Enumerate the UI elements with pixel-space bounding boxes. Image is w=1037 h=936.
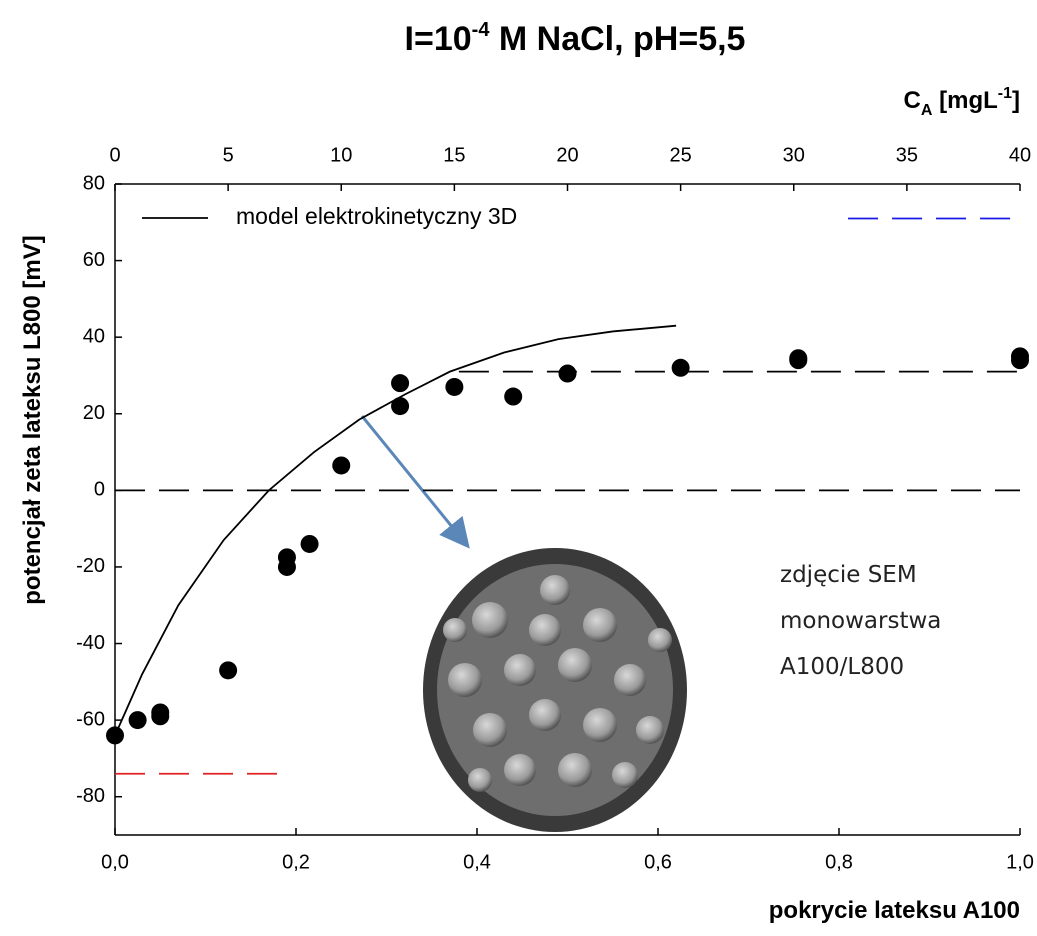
x-axis-title: pokrycie lateksu A100 [769,897,1020,924]
chart-title: I=10-4 M NaCl, pH=5,5 [405,19,746,58]
y-tick-label: -40 [76,632,105,654]
annotation: zdjęcie SEM [780,562,917,588]
x-tick-label: 0,4 [463,851,491,873]
point [128,711,147,730]
x2-axis-title: CA [mgL-1] [904,85,1020,119]
y-tick-label: 0 [94,479,105,501]
y-tick-label: 60 [83,249,105,271]
point [1011,347,1029,366]
x-tick-label: 0,8 [825,851,853,873]
y-tick-label: 20 [83,402,105,424]
sem-image [423,548,687,832]
point [277,557,296,576]
annotation: A100/L800 [780,654,904,680]
x2-tick-label: 15 [443,144,465,166]
arrow [360,415,470,549]
point [671,358,690,377]
y-tick-label: -80 [76,785,105,807]
model-line [114,324,677,736]
x-tick-label: 0,2 [282,851,310,873]
x2-tick-label: 35 [896,144,918,166]
x2-tick-label: 10 [330,144,352,166]
point [219,661,238,680]
x2-tick-label: 5 [223,144,234,166]
x2-tick-label: 20 [556,144,578,166]
point [391,397,410,416]
x2-tick-label: 40 [1009,144,1031,166]
x-tick-label: 1,0 [1006,851,1034,873]
y-axis-title: potencjał zeta lateksu L800 [mV] [19,235,46,604]
legend-label: model elektrokinetyczny 3D [236,203,517,229]
annotation: monowarstwa [780,608,941,634]
y-tick-label: 80 [83,172,105,194]
point [391,374,410,393]
x-tick-label: 0,6 [644,851,672,873]
y-tick-label: -20 [76,555,105,577]
point [445,377,464,396]
x2-tick-label: 30 [783,144,805,166]
point [300,534,319,553]
x2-tick-label: 0 [109,144,120,166]
point [151,707,170,726]
point [332,456,351,475]
point [558,364,577,383]
point [789,349,808,368]
x2-tick-label: 25 [670,144,692,166]
point [504,387,523,406]
x-tick-label: 0,0 [101,851,129,873]
y-tick-label: 40 [83,325,105,347]
y-tick-label: -60 [76,708,105,730]
